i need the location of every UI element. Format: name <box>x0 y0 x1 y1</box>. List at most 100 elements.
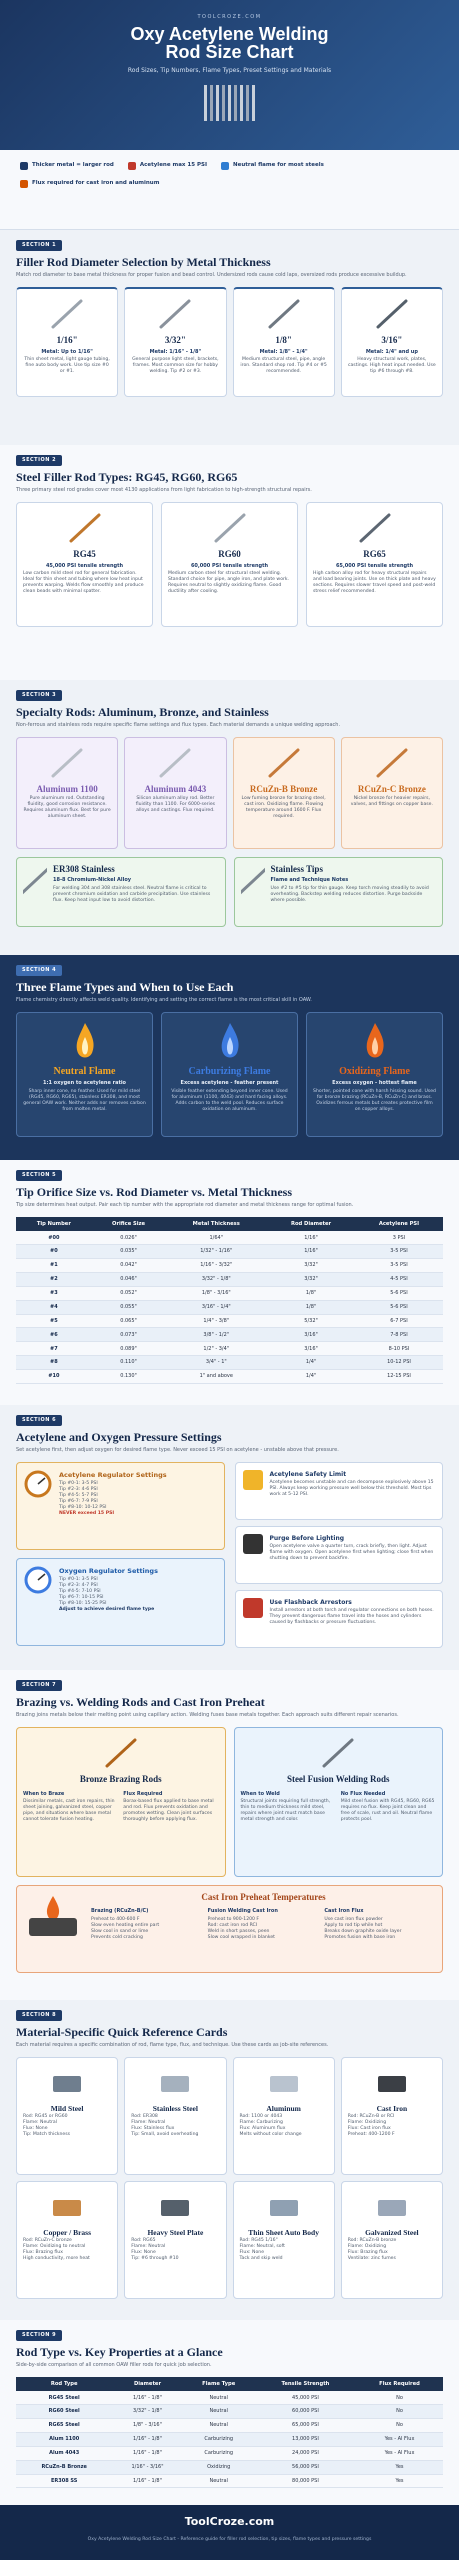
section: SECTION 3 Specialty Rods: Aluminum, Bronz… <box>0 680 459 955</box>
icon <box>131 297 219 334</box>
rod-icon <box>376 748 408 778</box>
safety-body: Acetylene Safety Limit Acetylene becomes … <box>270 1469 437 1513</box>
section-badge: SECTION 5 <box>16 1170 63 1181</box>
column-header: Flux Required <box>355 2376 443 2392</box>
stainless-card: Stainless Tips Flame and Technique Notes U… <box>233 856 443 927</box>
method-columns: When to Weld Structural joints requiring … <box>241 1789 437 1823</box>
regulator-line: Tip #8-10: 10-12 PSI <box>59 1504 107 1510</box>
method-column: No Flux Needed Mild steel fusion with RG4… <box>341 1789 436 1823</box>
table-cell: 5-6 PSI <box>354 1286 443 1301</box>
icon <box>23 1021 146 1064</box>
table-cell: #4 <box>16 1300 92 1315</box>
material-line: Flux: None <box>23 2125 48 2131</box>
column-text: Dissimilar metals, cast iron repairs, th… <box>23 1799 115 1823</box>
flame-text: Sharp inner cone, no feather. Used for m… <box>23 1088 146 1112</box>
card-grid: Aluminum 1100 Pure aluminum rod. Outstand… <box>16 736 443 849</box>
table-cell: Yes - Al Flux <box>355 2432 443 2447</box>
section: SECTION 4 Three Flame Types and When to U… <box>0 955 459 1160</box>
material-card: Copper / Brass Rod: RCuZn-C bronze Flame: … <box>16 2180 119 2299</box>
table-cell: Yes <box>355 2460 443 2475</box>
icon <box>242 1533 264 1577</box>
table-cell: 60,000 PSI <box>254 2404 356 2420</box>
section: SECTION 5 Tip Orifice Size vs. Rod Diamet… <box>0 1160 459 1405</box>
table-cell: 0.026" <box>91 1231 166 1246</box>
material-line: Flame: Neutral <box>131 2119 166 2125</box>
column-header: Acetylene PSI <box>354 1216 443 1232</box>
safety-notes: Acetylene Safety Limit Acetylene becomes … <box>234 1461 443 1648</box>
flame-sub: 1:1 oxygen to acetylene ratio <box>42 1080 126 1087</box>
icon <box>348 2066 436 2103</box>
safety-icon <box>242 1533 263 1554</box>
flame-icon <box>366 1022 384 1058</box>
table-cell: RCuZn-B Bronze <box>16 2460 113 2475</box>
section-title: Material-Specific Quick Reference Cards <box>16 2024 228 2039</box>
table-cell: Neutral <box>182 2474 255 2489</box>
stainless-body: ER308 Stainless 18-8 Chromium-Nickel Allo… <box>53 864 219 920</box>
table-cell: 45,000 PSI <box>254 2391 356 2406</box>
gauge-icon <box>24 1470 52 1498</box>
rod-size: 3/32" <box>164 335 186 346</box>
header: TOOLCROZE.COM Oxy Acetylene Welding Rod S… <box>0 0 459 150</box>
rod-sub: 18-8 Chromium-Nickel Alloy <box>53 877 132 884</box>
highlight-item: Neutral flame for most steels <box>221 162 324 170</box>
flame-text: Shorter, pointed cone with harsh hissing… <box>313 1088 436 1112</box>
table-cell: 1/16" - 1/8" <box>112 2391 183 2406</box>
section-title: Brazing vs. Welding Rods and Cast Iron P… <box>16 1694 265 1709</box>
safety-icon <box>242 1469 263 1490</box>
regulator-line: Tip #2-3: 4-6 PSI <box>59 1487 98 1492</box>
column-header: Metal Thickness <box>165 1216 268 1232</box>
regulator-card: Oxygen Regulator Settings Tip #0-1: 3-5 P… <box>16 1557 225 1646</box>
column-line: Use cast iron flux powder <box>324 1916 383 1922</box>
column-header: Diameter <box>112 2376 183 2392</box>
section-desc: Brazing joins metals below their melting… <box>16 1712 399 1719</box>
rod-text: Thin sheet metal, light gauge tubing, fi… <box>24 357 110 375</box>
table-cell: RG45 Steel <box>16 2391 113 2406</box>
rod-icon <box>159 299 191 329</box>
table-cell: 10-12 PSI <box>354 1355 443 1371</box>
material-name: Mild Steel <box>50 2104 84 2114</box>
rod-name: RCuZn-B Bronze <box>249 784 318 795</box>
table-cell: 3/32" - 1/8" <box>112 2404 183 2420</box>
material-name: Copper / Brass <box>43 2228 92 2238</box>
table-cell: No <box>355 2404 443 2420</box>
safety-body: Purge Before Lighting Open acetylene valv… <box>270 1533 437 1577</box>
highlight-text: Flux required for cast iron and aluminum <box>32 180 160 187</box>
table-cell: #6 <box>16 1327 92 1343</box>
material-line: Flame: Oxidizing to neutral <box>23 2243 86 2249</box>
safety-card: Use Flashback Arrestors Install arrestors… <box>234 1589 443 1648</box>
rod-icon <box>69 513 100 543</box>
column-header: Rod Type <box>16 2376 113 2392</box>
section-desc: Side-by-side comparison of all common OA… <box>16 2362 212 2369</box>
table-cell: 3/16" - 1/4" <box>165 1300 268 1315</box>
material-card: Stainless Steel Rod: ER308 Flame: Neutral F… <box>124 2056 227 2175</box>
material-name: Cast Iron <box>376 2104 408 2114</box>
table-row: #7 0.089" 1/2" - 3/4" 3/16" 8-10 PSI <box>16 1341 443 1357</box>
icon <box>23 1736 219 1773</box>
table-cell: RG65 Steel <box>16 2418 113 2433</box>
material-name: Stainless Steel <box>152 2104 198 2114</box>
icon <box>23 511 146 548</box>
material-line: Rod: RG65 <box>131 2237 156 2243</box>
table-cell: 0.130" <box>91 1369 166 1384</box>
material-line: Flame: Neutral <box>131 2243 166 2249</box>
section-badge: SECTION 2 <box>16 455 63 466</box>
column-line: Rod: cast iron rod RCI <box>207 1922 258 1928</box>
table-cell: #10 <box>16 1369 92 1384</box>
flame-sub: Excess acetylene - feather present <box>180 1080 279 1087</box>
table-cell: Oxidizing <box>182 2460 255 2475</box>
table-cell: RG60 Steel <box>16 2404 113 2420</box>
table-row: #00 0.026" 1/64" 1/16" 3 PSI <box>16 1231 443 1246</box>
specialty-card: RCuZn-B Bronze Low fuming bronze for braz… <box>232 736 335 849</box>
material-name: Aluminum <box>266 2104 301 2114</box>
rod-metal: Metal: 1/4" and up <box>365 348 418 355</box>
rod-name: Aluminum 4043 <box>144 784 207 795</box>
specialty-card: Aluminum 4043 Silicon aluminum alloy rod.… <box>124 736 227 849</box>
safety-icon <box>242 1597 263 1618</box>
site-name: TOOLCROZE.COM <box>197 14 262 20</box>
column-line: Slow cool in sand or lime <box>91 1928 149 1934</box>
regulator-line: Tip #0-1: 3-5 PSI <box>59 1577 98 1583</box>
rod-text: Medium carbon steel for structural steel… <box>168 571 290 595</box>
rod-name: RCuZn-C Bronze <box>357 784 426 795</box>
table-cell: 1/8" <box>267 1300 355 1315</box>
